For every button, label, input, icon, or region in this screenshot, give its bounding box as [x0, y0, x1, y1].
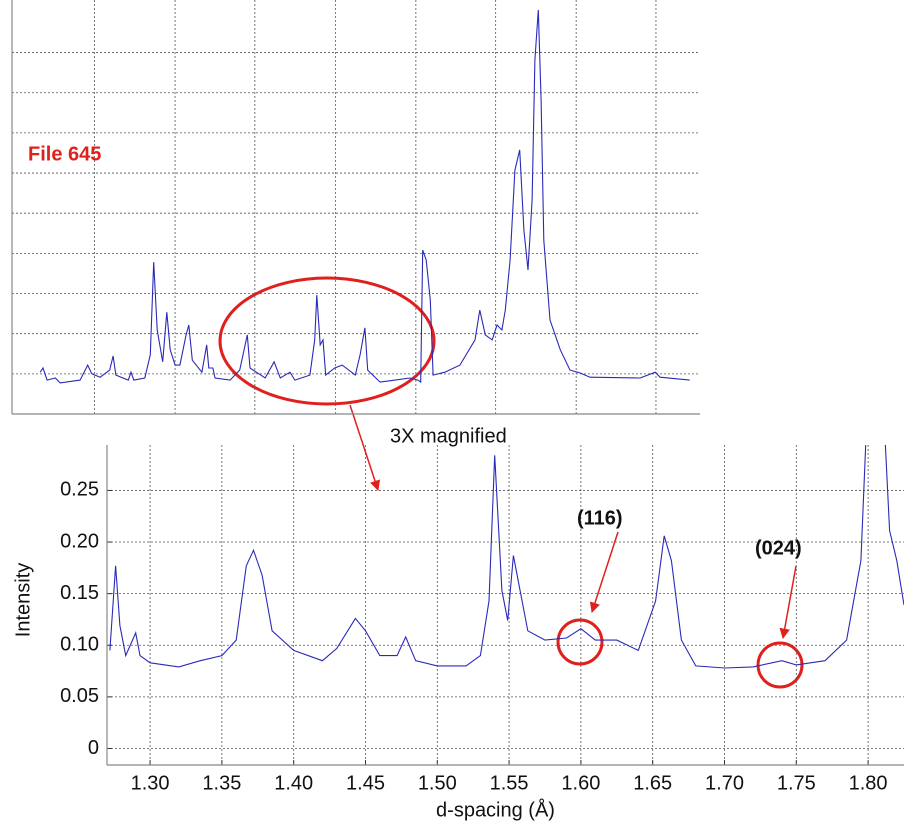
x-tick-label: 1.60 [561, 772, 600, 794]
y-tick-label: 0.15 [60, 582, 99, 604]
y-axis-label: Intensity [12, 563, 34, 637]
data-line [39, 9, 690, 384]
arrow [779, 565, 797, 640]
peak-circle [756, 641, 804, 689]
annotation: (116) [577, 507, 623, 529]
x-tick-label: 1.55 [490, 772, 529, 794]
peak-circle [556, 618, 604, 666]
x-tick-label: 1.50 [418, 772, 457, 794]
x-tick-label: 1.35 [202, 772, 241, 794]
arrow [589, 531, 619, 613]
x-tick-label: 1.80 [849, 772, 888, 794]
annotation: 3X magnified [390, 425, 507, 447]
y-tick-label: 0.20 [60, 530, 99, 552]
x-tick-label: 1.70 [705, 772, 744, 794]
x-axis-label: d-spacing (Å) [436, 798, 555, 821]
y-tick-label: 0 [88, 737, 99, 759]
x-tick-label: 1.65 [633, 772, 672, 794]
x-tick-label: 1.30 [131, 772, 170, 794]
x-tick-label: 1.40 [274, 772, 313, 794]
arrow [349, 404, 381, 491]
y-tick-label: 0.10 [60, 634, 99, 656]
callouts [218, 276, 804, 689]
highlight-ellipse [218, 276, 436, 406]
y-tick-label: 0.25 [60, 479, 99, 501]
annotation: (024) [755, 537, 802, 559]
annotation: File 645 [28, 143, 101, 165]
x-tick-label: 1.75 [777, 772, 816, 794]
x-tick-label: 1.45 [346, 772, 385, 794]
data-line [109, 445, 904, 669]
y-tick-label: 0.05 [60, 685, 99, 707]
